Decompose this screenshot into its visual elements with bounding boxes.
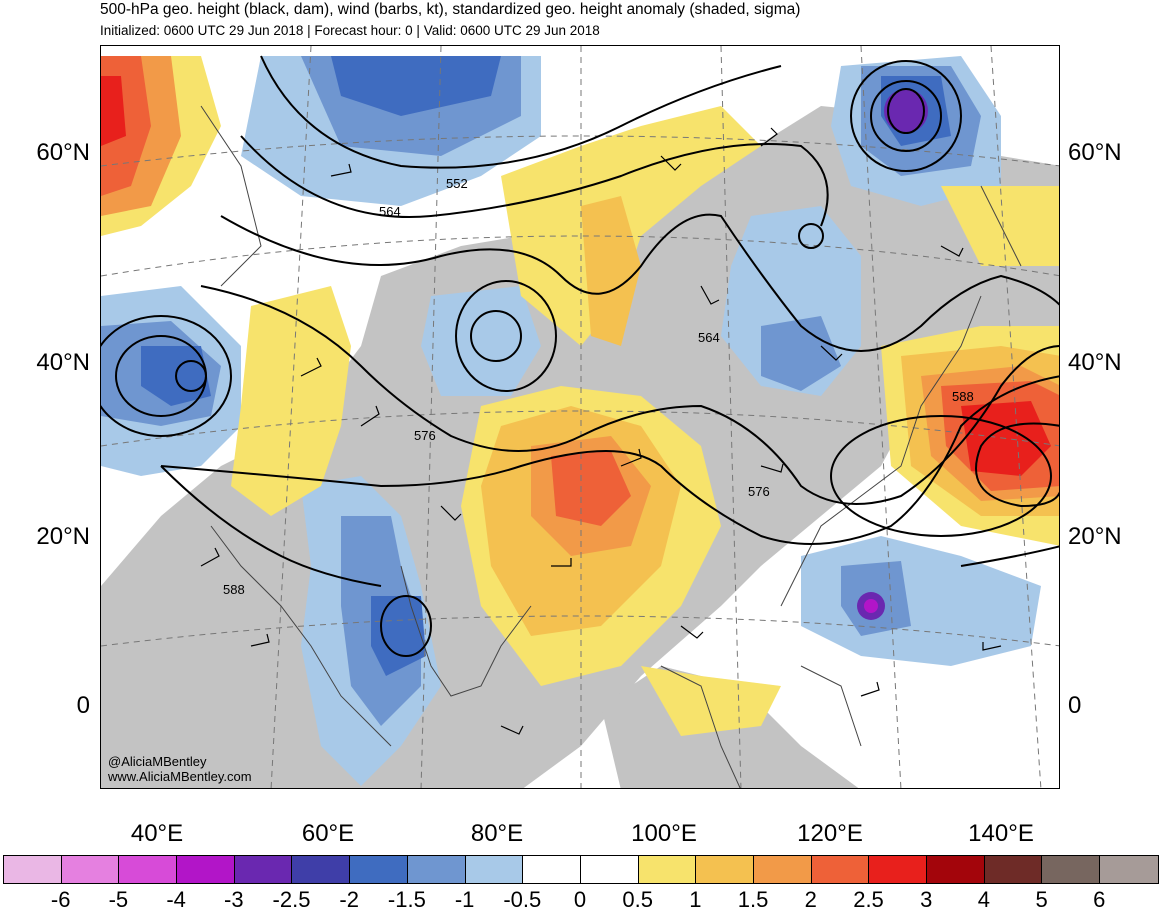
wind-barbs — [200, 127, 1002, 735]
colorbar-swatch — [4, 856, 62, 883]
colorbar-swatch — [753, 856, 812, 883]
colorbar-swatch — [292, 856, 351, 883]
colorbar-swatch — [869, 856, 927, 883]
colorbar-tick-label: -0.5 — [503, 887, 542, 912]
map-title: 500-hPa geo. height (black, dam), wind (… — [100, 1, 801, 18]
colorbar-swatch — [350, 856, 408, 883]
latitude-label: 20°N — [1068, 523, 1122, 550]
longitude-label: 60°E — [301, 820, 355, 847]
contour-label: 576 — [748, 484, 770, 499]
colorbar-swatch — [119, 856, 178, 883]
latitude-label: 0 — [1068, 692, 1082, 719]
latitude-label: 40°N — [1068, 349, 1122, 376]
colorbar-tick-label: 2.5 — [853, 887, 884, 912]
anomaly-region-yellow — [501, 106, 761, 346]
contour-label-group: 552 564 564 576 576 588 588 — [223, 176, 974, 597]
colorbar-tick-label: 2 — [804, 887, 817, 912]
anomaly-region-purple — [884, 89, 928, 133]
latitude-label: 0 — [76, 692, 90, 719]
longitude-label: 140°E — [968, 820, 1034, 847]
colorbar-tick-label: 1 — [689, 887, 702, 912]
map-subtitle: Initialized: 0600 UTC 29 Jun 2018 | Fore… — [100, 23, 600, 38]
anomaly-region-orange — [581, 196, 641, 346]
anomaly-region-yellow — [941, 186, 1059, 266]
credit-handle: @AliciaMBentley — [108, 754, 207, 769]
longitude-label: 40°E — [130, 820, 184, 847]
colorbar-swatch — [407, 856, 466, 883]
colorbar-tick-label: 0.5 — [622, 887, 653, 912]
colorbar-tick-label: -5 — [108, 887, 129, 912]
colorbar-tick-label: -2.5 — [272, 887, 311, 912]
longitude-label: 100°E — [631, 820, 697, 847]
anomaly-region-blue-medium — [761, 316, 841, 391]
credit-website: www.AliciaMBentley.com — [108, 769, 252, 784]
colorbar-tick-label: -2 — [339, 887, 359, 912]
coastlines — [200, 105, 1022, 788]
longitude-label: 120°E — [797, 820, 863, 847]
anomaly-region-blue-dark — [331, 56, 501, 116]
colorbar-tick-label: -4 — [166, 887, 186, 912]
colorbar-swatch — [984, 856, 1043, 883]
colorbar-swatch — [1100, 856, 1158, 883]
colorbar — [3, 855, 1159, 884]
colorbar-swatch — [638, 856, 697, 883]
colorbar-swatch — [465, 856, 524, 883]
graticule — [101, 46, 1059, 788]
map-canvas: 552 564 564 576 576 588 588 — [101, 46, 1059, 788]
colorbar-tick-label: -1 — [454, 887, 475, 912]
height-contours — [101, 55, 1059, 657]
colorbar-tick-label: 4 — [977, 887, 991, 912]
latitude-label: 60°N — [1068, 139, 1122, 166]
latitude-label: 20°N — [36, 523, 90, 550]
longitude-label: 80°E — [470, 820, 524, 847]
anomaly-region-blue — [421, 286, 541, 396]
colorbar-swatch — [1042, 856, 1101, 883]
anomaly-region-yellow — [641, 666, 781, 736]
contour-label: 564 — [698, 330, 720, 345]
contour-label: 576 — [414, 428, 436, 443]
colorbar-tick-label: 3 — [920, 887, 933, 912]
colorbar-tick-label: 5 — [1035, 887, 1048, 912]
latitude-label: 40°N — [36, 349, 90, 376]
contour-label: 564 — [379, 204, 401, 219]
anomaly-region-yellow — [231, 286, 351, 516]
map-panel: 552 564 564 576 576 588 588 — [100, 45, 1060, 789]
colorbar-tick-label: 6 — [1093, 887, 1106, 912]
contour-label: 588 — [952, 389, 974, 404]
colorbar-swatch — [523, 856, 581, 883]
colorbar-tick-label: -6 — [50, 887, 71, 912]
colorbar-swatch — [927, 856, 985, 883]
colorbar-swatch — [811, 856, 870, 883]
colorbar-swatch — [580, 856, 639, 883]
colorbar-swatch — [61, 856, 120, 883]
colorbar-tick-label: -3 — [224, 887, 244, 912]
colorbar-swatch — [696, 856, 754, 883]
contour-label: 552 — [446, 176, 468, 191]
colorbar-swatch — [177, 856, 235, 883]
latitude-label: 60°N — [36, 139, 90, 166]
contour-label: 588 — [223, 582, 245, 597]
colorbar-swatch — [234, 856, 293, 883]
colorbar-tick-label: -1.5 — [387, 887, 426, 912]
colorbar-tick-label: 0 — [573, 887, 587, 912]
colorbar-tick-label: 1.5 — [737, 887, 769, 912]
anomaly-region-red — [551, 451, 631, 526]
